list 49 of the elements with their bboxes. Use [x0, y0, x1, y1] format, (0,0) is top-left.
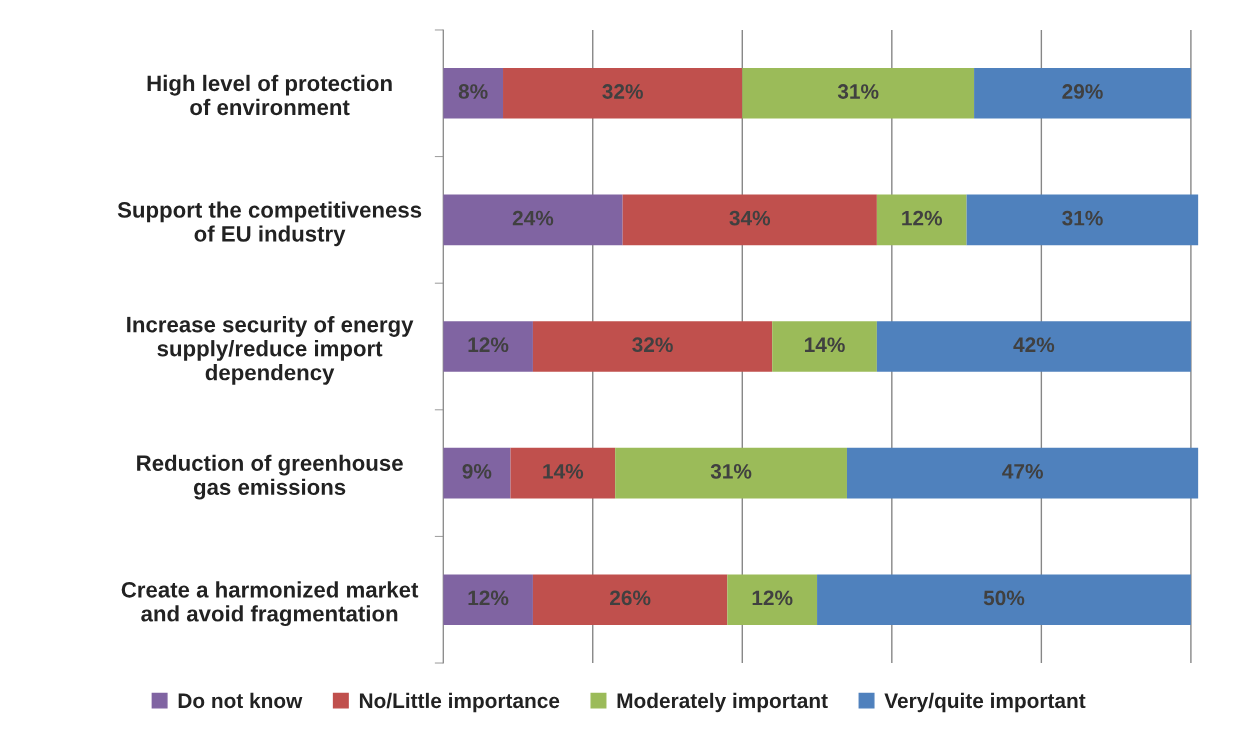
data-label: 14% — [805, 337, 845, 353]
bar — [966, 194, 1199, 246]
y-tick-label: Create a harmonized market and avoid fragmentation — [121, 581, 419, 627]
y-tick-label: Reduction of greenhouse gas emissions — [137, 454, 403, 500]
y-tick-label: Support the competitiveness of EU industry — [117, 201, 422, 247]
data-label: 50% — [983, 590, 1025, 606]
bar — [876, 321, 1191, 372]
data-label: 31% — [1062, 210, 1103, 226]
bar — [772, 321, 877, 372]
bar — [846, 447, 1199, 499]
data-label: 12% — [468, 590, 509, 606]
data-label: 32% — [632, 337, 673, 353]
data-label: 24% — [512, 210, 554, 226]
bar — [622, 194, 877, 246]
data-label: 14% — [543, 464, 584, 479]
data-label: 26% — [610, 590, 651, 606]
bar — [510, 447, 616, 499]
data-label: 12% — [902, 210, 943, 226]
legend-label: Moderately important — [617, 692, 828, 713]
legend-label: Very/quite important — [884, 692, 1086, 713]
data-label: 32% — [602, 84, 643, 99]
data-label: 12% — [752, 590, 793, 606]
data-label: 12% — [468, 337, 509, 353]
data-label: 34% — [729, 210, 771, 226]
data-label: 29% — [1062, 84, 1103, 99]
bar — [443, 574, 533, 626]
bar — [443, 194, 623, 246]
bar — [443, 447, 511, 499]
bar — [443, 67, 504, 119]
y-tick-label: High level of protection of environment — [147, 74, 392, 116]
legend-label: No/Little importance — [359, 692, 560, 713]
y-tick-label: Increase security of energy supply/reduce import dependency — [127, 316, 414, 385]
bar — [974, 67, 1191, 119]
data-label: 47% — [1002, 464, 1043, 479]
data-label: 42% — [1013, 337, 1055, 353]
bar — [876, 194, 967, 246]
data-label: 8% — [458, 84, 488, 99]
bar — [817, 574, 1191, 626]
data-label: 31% — [837, 84, 879, 99]
bar — [503, 67, 743, 119]
bar — [742, 67, 975, 119]
data-label: 31% — [710, 463, 752, 479]
bar — [615, 447, 847, 499]
legend-label: Do not know — [178, 692, 303, 709]
bar — [532, 574, 728, 626]
bar — [443, 321, 533, 372]
bar — [727, 574, 818, 626]
data-label: 9% — [462, 463, 492, 479]
bar — [532, 321, 773, 372]
